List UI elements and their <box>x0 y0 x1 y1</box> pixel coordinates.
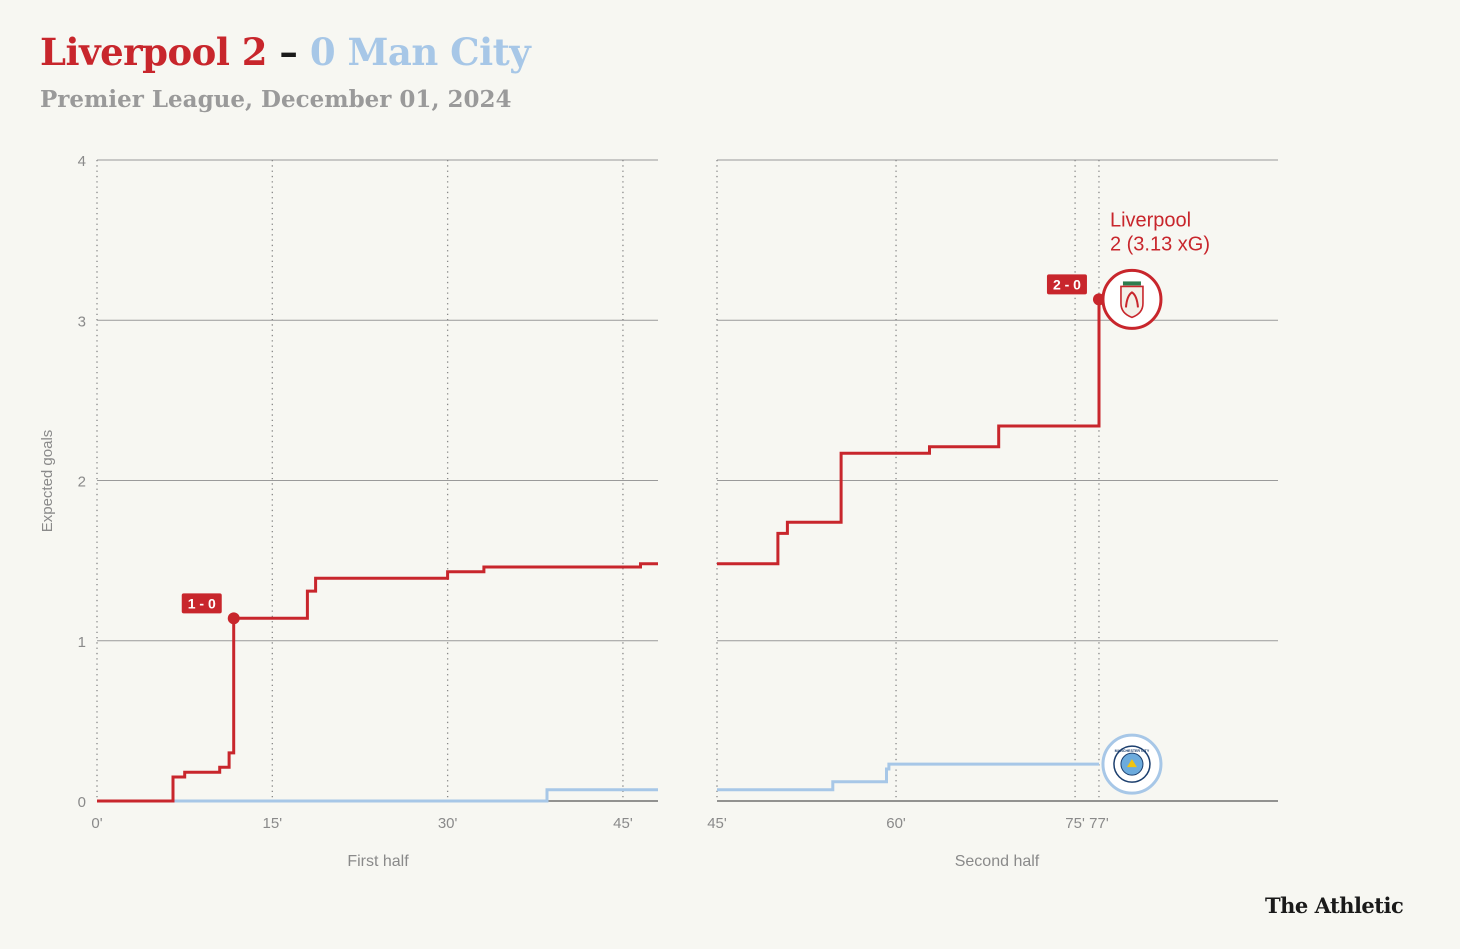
liverpool-xg-line <box>717 299 1101 566</box>
chart-title: Liverpool 2 – 0 Man City <box>40 30 531 74</box>
liverbird-shape <box>1124 291 1139 308</box>
publisher-logo: The Athletic <box>1265 893 1404 918</box>
chart-subtitle: Premier League, December 01, 2024 <box>40 86 512 113</box>
goal-score-label: 2 - 0 <box>1053 276 1081 292</box>
liverpool-end-label-name: Liverpool <box>1110 209 1191 231</box>
x-tick-label: 45' <box>707 815 727 832</box>
x-tick-label: 0' <box>91 815 102 832</box>
goal-marker <box>227 612 240 625</box>
y-tick-label: 4 <box>78 153 86 170</box>
y-tick-label: 0 <box>78 794 86 811</box>
y-tick-label: 3 <box>78 313 86 330</box>
x-tick-label: 77' <box>1089 815 1109 832</box>
y-axis-label: Expected goals <box>39 430 56 533</box>
man-city-crest-text: MANCHESTER CITY <box>1115 749 1150 753</box>
liverpool-xg-line <box>97 562 658 803</box>
x-tick-label: 15' <box>263 815 283 832</box>
man-city-xg-line <box>717 762 1099 792</box>
panel-label: Second half <box>955 853 1040 870</box>
crest-gate-shape <box>1122 281 1141 286</box>
score-separator: – <box>279 30 298 74</box>
away-team-name: Man City <box>347 30 531 74</box>
goal-score-badge <box>181 593 222 614</box>
goal-score-badge <box>1046 274 1087 295</box>
goal-score-label: 1 - 0 <box>188 595 216 611</box>
man-city-xg-line <box>97 788 658 803</box>
x-tick-label: 30' <box>438 815 458 832</box>
x-tick-label: 60' <box>886 815 906 832</box>
away-score: 0 <box>309 30 336 74</box>
home-score: 2 <box>241 30 268 74</box>
liverpool-shield-shape <box>1120 285 1144 319</box>
man-city-crest-ship <box>1126 759 1137 768</box>
panel-label: First half <box>347 853 409 870</box>
home-team-name: Liverpool <box>40 30 230 74</box>
x-tick-label: 45' <box>613 815 633 832</box>
y-tick-label: 1 <box>78 634 86 651</box>
liverpool-end-label-xg: 2 (3.13 xG) <box>1110 233 1210 255</box>
x-tick-label: 75' <box>1065 815 1085 832</box>
y-tick-label: 2 <box>78 474 86 491</box>
